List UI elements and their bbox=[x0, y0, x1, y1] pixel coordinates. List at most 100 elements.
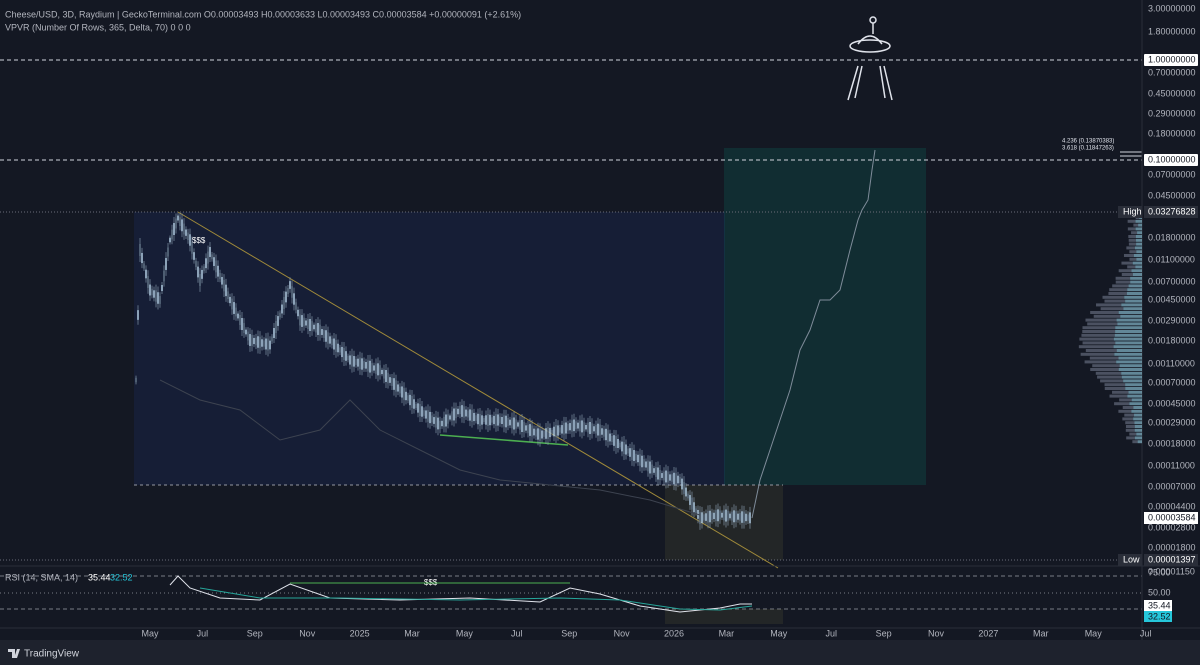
candle-body bbox=[471, 410, 473, 422]
candle-body bbox=[741, 511, 743, 523]
volume-profile-bar bbox=[1131, 269, 1142, 273]
candle-body bbox=[615, 436, 617, 448]
candle-body bbox=[309, 319, 311, 331]
candle-body bbox=[635, 453, 637, 461]
range-box bbox=[134, 212, 725, 485]
candle-body bbox=[475, 415, 477, 421]
candle-body bbox=[745, 513, 747, 522]
volume-profile-bar bbox=[1082, 330, 1116, 333]
candle-body bbox=[561, 425, 563, 434]
candle-body bbox=[737, 513, 739, 520]
candle-body bbox=[245, 329, 247, 335]
volume-profile-bar bbox=[1128, 390, 1142, 394]
volume-profile-bar bbox=[1129, 402, 1142, 406]
rsi-tag-value: 35.44 bbox=[1148, 600, 1171, 610]
candle-body bbox=[633, 450, 635, 461]
candle-body bbox=[389, 377, 391, 383]
volume-profile-bar bbox=[1104, 383, 1126, 387]
candle-body bbox=[297, 309, 299, 317]
candle-body bbox=[263, 340, 265, 347]
volume-profile-bar bbox=[1130, 276, 1142, 280]
volume-profile-bar bbox=[1128, 238, 1137, 242]
candle-body bbox=[455, 407, 457, 419]
volume-profile-bar bbox=[1125, 387, 1142, 390]
time-axis-label: Mar bbox=[1033, 628, 1049, 638]
time-axis-label: 2025 bbox=[350, 628, 370, 638]
candle-body bbox=[731, 511, 733, 521]
volume-profile-bar bbox=[1115, 330, 1142, 333]
candle-body bbox=[353, 356, 355, 367]
candle-body bbox=[643, 459, 645, 467]
volume-profile-bar bbox=[1125, 383, 1142, 387]
candle-body bbox=[703, 514, 705, 521]
volume-profile-bar bbox=[1118, 356, 1142, 360]
price-tag-name: High bbox=[1123, 206, 1142, 216]
candle-body bbox=[511, 417, 513, 429]
candle-body bbox=[219, 272, 221, 280]
candle-body bbox=[715, 510, 717, 522]
volume-profile-bar bbox=[1121, 375, 1142, 379]
volume-profile-bar bbox=[1108, 292, 1127, 295]
candle-body bbox=[369, 360, 371, 373]
volume-profile-bar bbox=[1130, 280, 1142, 284]
candle-body bbox=[529, 424, 531, 436]
candle-body bbox=[143, 263, 145, 269]
candle-body bbox=[357, 358, 359, 367]
time-axis-label: 2026 bbox=[664, 628, 684, 638]
volume-profile-bar bbox=[1128, 235, 1136, 238]
candle-body bbox=[237, 313, 239, 319]
candle-body bbox=[533, 428, 535, 436]
candle-body bbox=[717, 509, 719, 522]
volume-profile-bar bbox=[1134, 428, 1142, 432]
candle-body bbox=[577, 422, 579, 429]
volume-profile-bar bbox=[1123, 379, 1142, 383]
candle-body bbox=[385, 370, 387, 382]
candle-body bbox=[303, 317, 305, 327]
candle-body bbox=[345, 351, 347, 361]
candle-body bbox=[183, 223, 185, 235]
candle-body bbox=[515, 419, 517, 429]
volume-profile-bar bbox=[1135, 219, 1142, 223]
candle-body bbox=[409, 394, 411, 406]
price-axis-label: 0.70000000 bbox=[1148, 67, 1196, 77]
candle-body bbox=[243, 323, 245, 333]
price-tag-box bbox=[1118, 206, 1142, 218]
volume-profile-bar bbox=[1089, 356, 1119, 360]
candle-body bbox=[147, 276, 149, 288]
candle-body bbox=[205, 258, 207, 269]
candle-body bbox=[449, 415, 451, 420]
indicator-info: VPVR (Number Of Rows, 365, Delta, 70) 0 … bbox=[5, 22, 191, 32]
volume-profile-bar bbox=[1128, 284, 1142, 288]
candle-body bbox=[161, 285, 163, 291]
candle-body bbox=[149, 284, 151, 296]
volume-profile-bar bbox=[1116, 360, 1142, 364]
comparison-line bbox=[159, 379, 701, 516]
rsi-tag-box bbox=[1144, 600, 1172, 611]
volume-profile-bar bbox=[1084, 360, 1117, 364]
candle-body bbox=[235, 307, 237, 317]
time-axis-label: Nov bbox=[614, 628, 631, 638]
price-axis-label: 0.00007000 bbox=[1148, 481, 1196, 491]
candle-body bbox=[513, 417, 515, 430]
candle-body bbox=[429, 411, 431, 424]
candle-body bbox=[467, 410, 469, 418]
candle-body bbox=[165, 258, 167, 270]
candle-body bbox=[201, 269, 203, 279]
volume-profile-bar bbox=[1121, 273, 1133, 276]
time-axis-label: Jul bbox=[197, 628, 209, 638]
price-tag-box bbox=[1144, 206, 1198, 218]
candle-body bbox=[341, 346, 343, 358]
candle-body bbox=[383, 369, 385, 379]
candle-body bbox=[203, 266, 205, 272]
volume-profile-bar bbox=[1127, 394, 1142, 398]
price-tag-box bbox=[1118, 554, 1142, 566]
volume-profile-bar bbox=[1136, 257, 1142, 261]
candle-body bbox=[483, 417, 485, 423]
volume-profile-bar bbox=[1127, 227, 1136, 231]
volume-profile-bar bbox=[1085, 318, 1117, 322]
candle-body bbox=[285, 291, 287, 303]
volume-profile-bar bbox=[1116, 349, 1142, 352]
candle-body bbox=[735, 511, 737, 522]
candle-body bbox=[441, 420, 443, 427]
time-axis-label: Nov bbox=[299, 628, 316, 638]
